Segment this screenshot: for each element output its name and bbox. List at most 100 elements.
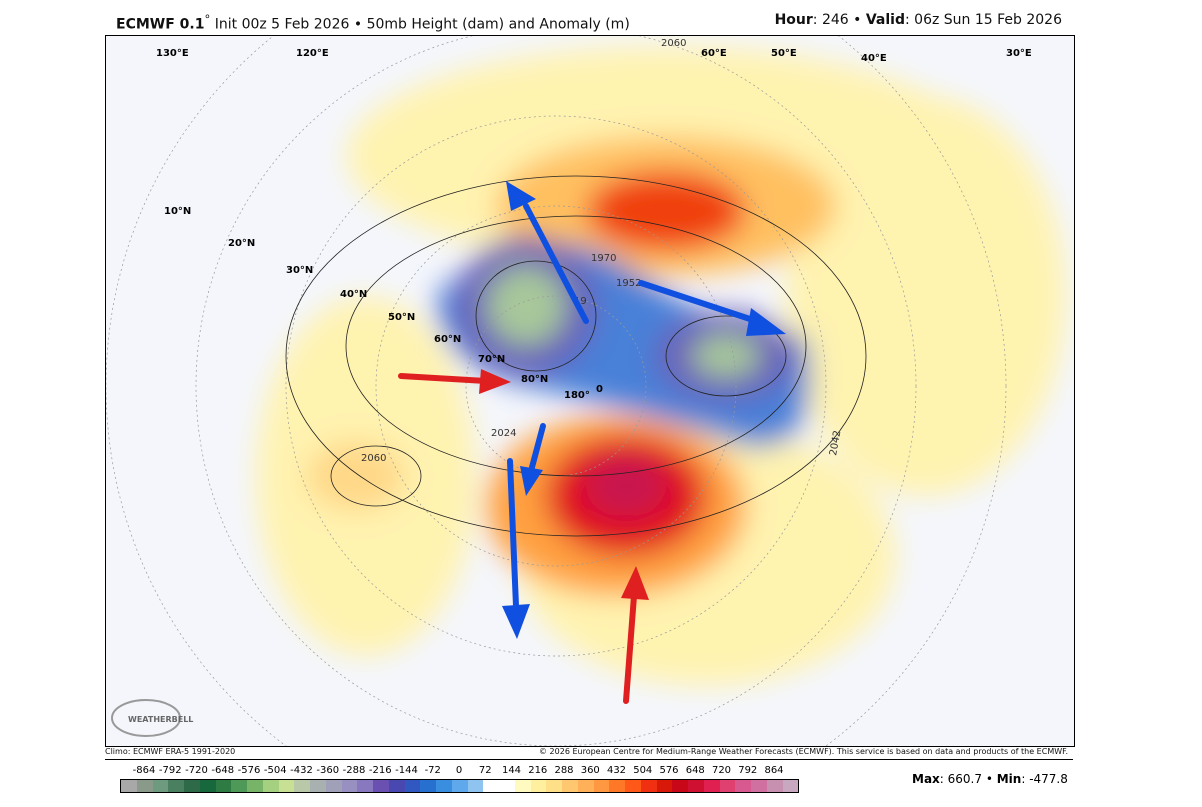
- map-panel: 10°N 20°N 30°N 40°N 50°N 60°N 70°N 80°N …: [105, 35, 1075, 747]
- colorbar-tick: 576: [659, 765, 679, 776]
- lat-label: 60°N: [434, 334, 461, 345]
- lat-label: 20°N: [228, 238, 255, 249]
- colorbar-tick: 216: [528, 765, 548, 776]
- lat-label: 80°N: [521, 374, 548, 385]
- colorbar-tick: -792: [158, 765, 182, 776]
- colorbar-swatch: [483, 780, 499, 792]
- anomaly-field: [256, 46, 1066, 686]
- colorbar-tick: 288: [554, 765, 574, 776]
- colorbar-tick: 72: [478, 765, 492, 776]
- arrow-head-icon: [621, 566, 649, 600]
- divider: [105, 759, 1073, 760]
- contour-label: 2024: [491, 428, 516, 439]
- colorbar-tick: 504: [633, 765, 653, 776]
- colorbar-tick: -216: [368, 765, 392, 776]
- colorbar-swatch: [436, 780, 452, 792]
- colorbar-swatch: [420, 780, 436, 792]
- colorbar-swatch: [719, 780, 736, 792]
- arrow-head-icon: [502, 604, 530, 639]
- climo-note: Climo: ECMWF ERA-5 1991-2020: [105, 747, 236, 756]
- colorbar-tick: 0: [455, 765, 463, 776]
- title-left: ECMWF 0.1° Init 00z 5 Feb 2026 • 50mb He…: [116, 12, 630, 33]
- lat-label: 40°N: [340, 289, 367, 300]
- arrow-head-icon: [520, 466, 543, 496]
- colorbar-swatch: [735, 780, 751, 792]
- lon-label: 40°E: [861, 53, 887, 64]
- lon-label: 180°: [564, 390, 590, 401]
- colorbar-swatch: [373, 780, 389, 792]
- copyright: © 2026 European Centre for Medium-Range …: [539, 747, 1068, 756]
- colorbar-tick: 792: [738, 765, 758, 776]
- lat-label: 10°N: [164, 206, 191, 217]
- colorbar-ticks: -864 -792 -72 0 -648 -576 -504 -432 -360 -288 -216…: [120, 765, 797, 777]
- colorbar-swatch: [168, 780, 184, 792]
- lon-label: 50°E: [771, 48, 797, 59]
- lat-label: 30°N: [286, 265, 313, 276]
- colorbar-tick: -144: [395, 765, 418, 776]
- colorbar-swatch: [404, 780, 421, 792]
- lon-label: 130°E: [156, 48, 189, 59]
- colorbar-swatch: [184, 780, 200, 792]
- lon-label: 30°E: [1006, 48, 1032, 59]
- colorbar-swatch: [625, 780, 641, 792]
- lat-label: 70°N: [478, 354, 505, 365]
- lon-label: 120°E: [296, 48, 329, 59]
- colorbar-tick: -288: [342, 765, 366, 776]
- colorbar-swatch: [514, 780, 531, 792]
- colorbar-swatch: [325, 780, 342, 792]
- colorbar-tick: 648: [685, 765, 705, 776]
- colorbar-swatch: [341, 780, 358, 792]
- colorbar-tick: 360: [580, 765, 600, 776]
- colorbar-swatch: [121, 780, 137, 792]
- colorbar-swatch: [499, 780, 515, 792]
- contour-label: 1970: [591, 253, 616, 264]
- lon-label: 0: [596, 384, 603, 395]
- contour-label: 1952: [616, 278, 641, 289]
- contour-label: 2060: [661, 38, 686, 49]
- contour-label: 2060: [361, 453, 386, 464]
- title-right: Hour: 246 • Valid: 06z Sun 15 Feb 2026: [774, 12, 1062, 28]
- colorbar-swatch: [199, 780, 216, 792]
- contour-label: 2042: [828, 430, 843, 457]
- colorbar-swatch: [136, 780, 153, 792]
- blue-arrow: [507, 458, 519, 609]
- red-arrow: [623, 593, 637, 704]
- arrow-head-icon: [506, 181, 536, 211]
- colorbar-swatch: [609, 780, 625, 792]
- arrow-head-icon: [479, 369, 511, 394]
- colorbar-tick: -72: [424, 765, 441, 776]
- colorbar-swatch: [310, 780, 326, 792]
- colorbar: [120, 779, 799, 793]
- colorbar-swatch: [530, 780, 547, 792]
- blue-arrow: [638, 280, 759, 324]
- colorbar-swatch: [782, 780, 799, 792]
- colorbar-tick: -864: [132, 765, 156, 776]
- contour-label: 19: [574, 296, 587, 307]
- svg-text:WEATHERBELL: WEATHERBELL: [128, 715, 193, 724]
- lat-label: 50°N: [388, 312, 415, 323]
- colorbar-tick: -504: [263, 765, 287, 776]
- colorbar-tick: -432: [290, 765, 313, 776]
- blue-arrow: [528, 423, 546, 474]
- weatherbell-logo: WEATHERBELL: [111, 699, 193, 737]
- colorbar-tick: 432: [606, 765, 627, 776]
- arrow-head-icon: [746, 308, 786, 336]
- blue-arrow: [523, 203, 589, 324]
- colorbar-tick: -648: [211, 765, 235, 776]
- colorbar-swatch: [703, 780, 720, 792]
- latitude-labels: 10°N 20°N 30°N 40°N 50°N 60°N 70°N 80°N: [164, 206, 548, 385]
- lon-label: 60°E: [701, 48, 727, 59]
- colorbar-tick: -360: [316, 765, 340, 776]
- colorbar-swatch: [294, 780, 310, 792]
- colorbar-swatch: [546, 780, 562, 792]
- colorbar-tick: 864: [764, 765, 784, 776]
- colorbar-swatch: [247, 780, 263, 792]
- red-arrow: [398, 373, 489, 384]
- colorbar-swatch: [577, 780, 594, 792]
- colorbar-tick: -576: [237, 765, 261, 776]
- colorbar-swatch: [451, 780, 468, 792]
- colorbar-tick: 720: [711, 765, 732, 776]
- colorbar-tick: 144: [501, 765, 522, 776]
- colorbar-swatch: [357, 780, 373, 792]
- colorbar-swatch: [278, 780, 295, 792]
